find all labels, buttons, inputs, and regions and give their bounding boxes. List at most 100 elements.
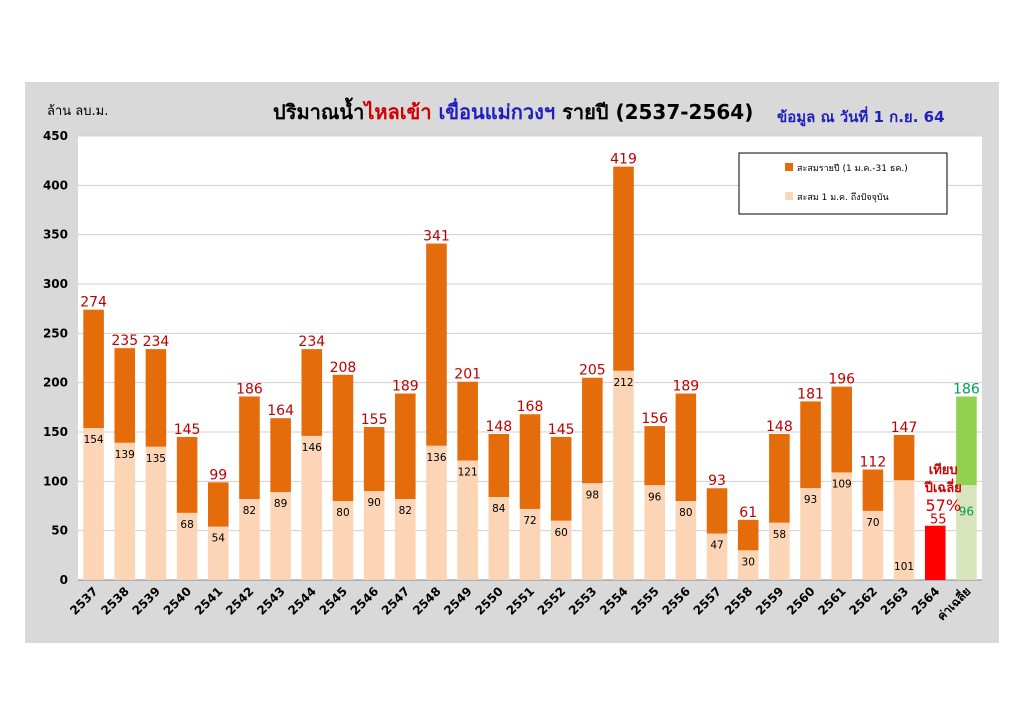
bar-annual: [176, 436, 198, 513]
data-label-annual: 234: [298, 334, 325, 350]
bar-partial: [893, 480, 915, 580]
data-label-annual: 208: [330, 360, 357, 376]
data-label-partial: 135: [146, 453, 166, 465]
chart-panel: 0 50 100 150 200 250 300 350 400 450 154 274 139 235…: [25, 82, 999, 643]
bar-annual: [582, 377, 603, 484]
bar-partial: [83, 428, 104, 580]
annotation-line: 57%: [925, 496, 961, 515]
data-label-partial: 139: [115, 449, 135, 461]
legend-label: สะสมรายปี (1 ม.ค.-31 ธค.): [797, 163, 908, 174]
data-label-annual: 205: [579, 363, 606, 379]
x-tick-label: 2539: [130, 584, 164, 618]
data-label-partial: 80: [336, 507, 349, 519]
x-tick-label: ค่าเฉลี่ย: [933, 583, 974, 624]
data-label-partial: 101: [894, 561, 914, 573]
bar-partial: [550, 520, 572, 580]
x-tick-label: 2558: [722, 584, 756, 618]
data-label-partial: 93: [804, 494, 817, 506]
data-label-annual: 148: [485, 419, 512, 435]
data-label-annual: 234: [143, 334, 170, 350]
bar-partial: [301, 435, 323, 580]
data-label-annual: 99: [209, 467, 227, 483]
y-tick-label: 450: [43, 129, 68, 143]
x-tick-label: 2542: [223, 584, 257, 618]
data-label-partial: 136: [426, 452, 446, 464]
bar-annual: [114, 348, 136, 443]
y-axis-ticks: 0 50 100 150 200 250 300 350 400 450: [43, 129, 68, 587]
bar-partial: [426, 445, 447, 580]
data-label-partial: 68: [180, 519, 193, 531]
data-label-annual: 341: [423, 229, 450, 245]
bar-annual: [737, 519, 759, 551]
x-tick-label: 2550: [472, 584, 506, 618]
bar-partial: [956, 485, 977, 580]
bar-annual: [363, 427, 385, 492]
legend-label: สะสม 1 ม.ค. ถึงปัจจุบัน: [797, 192, 889, 203]
bar-annual: [395, 393, 416, 500]
data-label-partial: 89: [274, 498, 287, 510]
x-tick-label: 2540: [161, 584, 195, 618]
x-tick-label: 2560: [784, 584, 818, 618]
data-label-annual: 155: [361, 412, 388, 428]
bar-partial: [176, 512, 198, 580]
bar-annual: [800, 401, 821, 489]
data-label-partial: 146: [302, 442, 322, 454]
bar-partial: [831, 472, 853, 580]
bar-partial: [395, 499, 416, 580]
data-label-partial: 96: [959, 504, 974, 518]
bar-partial: [862, 510, 884, 580]
bar-annual: [519, 414, 541, 509]
y-tick-label: 100: [43, 474, 68, 488]
bar-partial: [519, 508, 541, 580]
data-label-annual: 189: [392, 379, 419, 395]
data-label-annual: 93: [708, 473, 726, 489]
data-label-annual: 147: [891, 420, 918, 436]
title-part: รายปี (2537-2564): [555, 100, 753, 124]
data-label-partial: 47: [710, 540, 723, 552]
x-tick-label: 2557: [691, 584, 725, 618]
x-tick-label: 2562: [846, 584, 880, 618]
y-tick-label: 350: [43, 228, 68, 242]
bar-annual: [675, 393, 697, 502]
y-tick-label: 400: [43, 178, 68, 192]
annotation-line: เทียบ: [929, 462, 958, 478]
y-tick-label: 300: [43, 277, 68, 291]
bar-partial: [706, 533, 728, 580]
y-tick-label: 250: [43, 326, 68, 340]
data-label-annual: 148: [766, 419, 793, 435]
data-label-partial: 80: [679, 507, 692, 519]
legend: สะสมรายปี (1 ม.ค.-31 ธค.) สะสม 1 ม.ค. ถึง…: [738, 152, 948, 215]
bar-annual: [893, 434, 915, 481]
y-tick-label: 200: [43, 376, 68, 390]
data-label-partial: 60: [554, 527, 567, 539]
data-label-annual: 112: [860, 454, 887, 470]
data-label-annual: 181: [797, 386, 824, 402]
data-label-annual: 186: [236, 381, 263, 397]
data-label-annual: 201: [454, 367, 481, 383]
x-tick-label: 2561: [815, 584, 849, 618]
bar-partial: [363, 491, 385, 580]
x-tick-label: 2538: [98, 584, 132, 618]
bar-partial: [737, 550, 759, 580]
data-label-partial: 98: [586, 489, 599, 501]
comparison-annotation: เทียบปีเฉลี่ย57%: [924, 462, 962, 515]
bar-annual: [332, 374, 354, 502]
bar-current-year: [924, 525, 946, 580]
data-label-partial: 58: [773, 529, 786, 541]
bar-annual: [956, 396, 977, 486]
annotation-line: ปีเฉลี่ย: [924, 478, 962, 496]
x-tick-label: 2547: [379, 584, 413, 618]
chart-title: ปริมาณน้ำไหลเข้า เขื่อนแม่กวงฯ รายปี (25…: [273, 97, 753, 124]
data-label-partial: 72: [523, 515, 536, 527]
bar-partial: [488, 497, 510, 580]
x-tick-label: 2552: [535, 584, 569, 618]
data-label-partial: 121: [458, 467, 478, 479]
bar-partial: [270, 492, 291, 580]
data-label-partial: 82: [243, 505, 256, 517]
data-label-partial: 30: [742, 556, 755, 568]
data-label-partial: 82: [399, 505, 412, 517]
y-tick-label: 0: [60, 573, 68, 587]
x-tick-label: 2563: [878, 584, 912, 618]
data-label-annual: 156: [641, 411, 668, 427]
data-label-annual: 168: [517, 399, 544, 415]
